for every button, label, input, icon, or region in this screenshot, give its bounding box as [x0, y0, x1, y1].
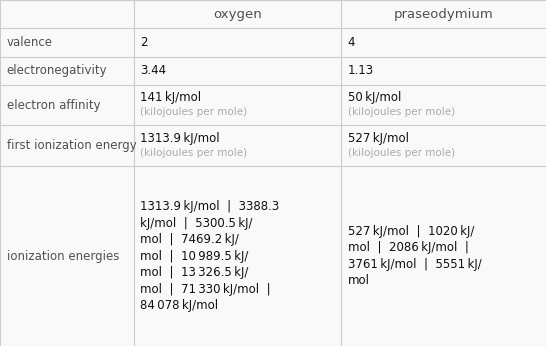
Text: mol  |  13 326.5 kJ/: mol | 13 326.5 kJ/ — [140, 266, 248, 279]
Text: 527 kJ/mol: 527 kJ/mol — [348, 132, 409, 145]
Text: 1313.9 kJ/mol: 1313.9 kJ/mol — [140, 132, 220, 145]
Text: 4: 4 — [348, 36, 355, 49]
Text: praseodymium: praseodymium — [394, 8, 494, 21]
Text: mol  |  71 330 kJ/mol  |: mol | 71 330 kJ/mol | — [140, 283, 271, 296]
Text: 141 kJ/mol: 141 kJ/mol — [140, 91, 201, 104]
Text: valence: valence — [7, 36, 52, 49]
Text: mol  |  2086 kJ/mol  |: mol | 2086 kJ/mol | — [348, 242, 468, 254]
Text: 1.13: 1.13 — [348, 64, 374, 78]
Text: electronegativity: electronegativity — [7, 64, 107, 78]
Text: ionization energies: ionization energies — [7, 250, 119, 263]
Text: mol  |  10 989.5 kJ/: mol | 10 989.5 kJ/ — [140, 249, 248, 263]
Text: (kilojoules per mole): (kilojoules per mole) — [348, 148, 455, 158]
Text: first ionization energy: first ionization energy — [7, 139, 136, 152]
Text: (kilojoules per mole): (kilojoules per mole) — [140, 108, 247, 117]
Text: (kilojoules per mole): (kilojoules per mole) — [140, 148, 247, 158]
Text: 1313.9 kJ/mol  |  3388.3: 1313.9 kJ/mol | 3388.3 — [140, 200, 280, 213]
Text: mol  |  7469.2 kJ/: mol | 7469.2 kJ/ — [140, 233, 239, 246]
Text: 527 kJ/mol  |  1020 kJ/: 527 kJ/mol | 1020 kJ/ — [348, 225, 474, 238]
Text: oxygen: oxygen — [213, 8, 262, 21]
Text: electron affinity: electron affinity — [7, 99, 100, 111]
Text: 2: 2 — [140, 36, 148, 49]
Text: (kilojoules per mole): (kilojoules per mole) — [348, 108, 455, 117]
Text: 3761 kJ/mol  |  5551 kJ/: 3761 kJ/mol | 5551 kJ/ — [348, 258, 482, 271]
Text: kJ/mol  |  5300.5 kJ/: kJ/mol | 5300.5 kJ/ — [140, 217, 253, 229]
Text: mol: mol — [348, 274, 370, 288]
Text: 84 078 kJ/mol: 84 078 kJ/mol — [140, 299, 218, 312]
Text: 50 kJ/mol: 50 kJ/mol — [348, 91, 401, 104]
Text: 3.44: 3.44 — [140, 64, 167, 78]
